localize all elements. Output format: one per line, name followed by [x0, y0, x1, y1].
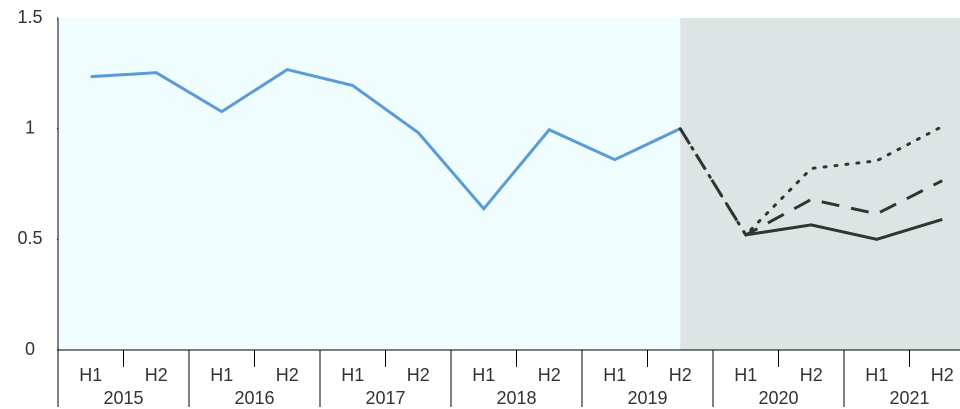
- series-line: [90, 67, 681, 212]
- x-tick-label: H2: [407, 365, 430, 385]
- projection-shade: [680, 18, 960, 350]
- x-tick-label: H1: [341, 365, 364, 385]
- x-tick-label: H2: [538, 365, 561, 385]
- y-tick-label: 0: [25, 339, 35, 359]
- x-tick-label: H2: [800, 365, 823, 385]
- x-tick-label: H2: [931, 365, 954, 385]
- x-group-label: 2017: [365, 388, 405, 408]
- x-group-label: 2020: [758, 388, 798, 408]
- x-tick-label: H1: [734, 365, 757, 385]
- x-tick-label: H1: [210, 365, 233, 385]
- x-group-label: 2015: [103, 388, 143, 408]
- x-group-label: 2019: [627, 388, 667, 408]
- x-group-label: 2018: [496, 388, 536, 408]
- y-tick-label: 1: [25, 117, 35, 137]
- x-tick-label: H2: [276, 365, 299, 385]
- x-tick-label: H1: [603, 365, 626, 385]
- y-tick-label: 1.5: [17, 7, 42, 27]
- x-group-label: 2016: [234, 388, 274, 408]
- x-group-label: 2021: [889, 388, 929, 408]
- y-tick-label: 0.5: [17, 228, 42, 248]
- x-tick-label: H1: [79, 365, 102, 385]
- x-tick-label: H1: [865, 365, 888, 385]
- series-line: [745, 217, 943, 241]
- series-line: [678, 124, 944, 238]
- x-tick-label: H2: [669, 365, 692, 385]
- x-tick-label: H2: [145, 365, 168, 385]
- x-tick-label: H1: [472, 365, 495, 385]
